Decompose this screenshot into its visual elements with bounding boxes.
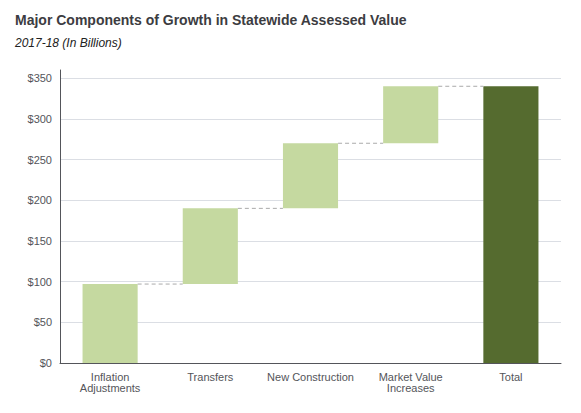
svg-text:$200: $200 xyxy=(28,194,52,206)
svg-text:$100: $100 xyxy=(28,276,52,288)
svg-text:$50: $50 xyxy=(34,316,52,328)
svg-text:Market Value: Market Value xyxy=(378,370,443,383)
svg-text:New Construction: New Construction xyxy=(267,371,354,383)
svg-text:$300: $300 xyxy=(28,113,52,125)
svg-text:Major Components of Growth in: Major Components of Growth in Statewide … xyxy=(15,12,407,28)
svg-text:$250: $250 xyxy=(28,154,52,166)
svg-text:Increases: Increases xyxy=(387,382,435,394)
svg-text:$0: $0 xyxy=(40,357,52,369)
svg-text:Inflation: Inflation xyxy=(90,370,130,383)
svg-text:Transfers: Transfers xyxy=(187,371,234,383)
svg-text:Total: Total xyxy=(499,371,522,383)
svg-text:2017-18 (In Billions): 2017-18 (In Billions) xyxy=(14,36,122,50)
svg-text:$150: $150 xyxy=(28,235,52,247)
svg-text:$350: $350 xyxy=(28,72,52,84)
svg-text:Adjustments: Adjustments xyxy=(80,382,141,394)
